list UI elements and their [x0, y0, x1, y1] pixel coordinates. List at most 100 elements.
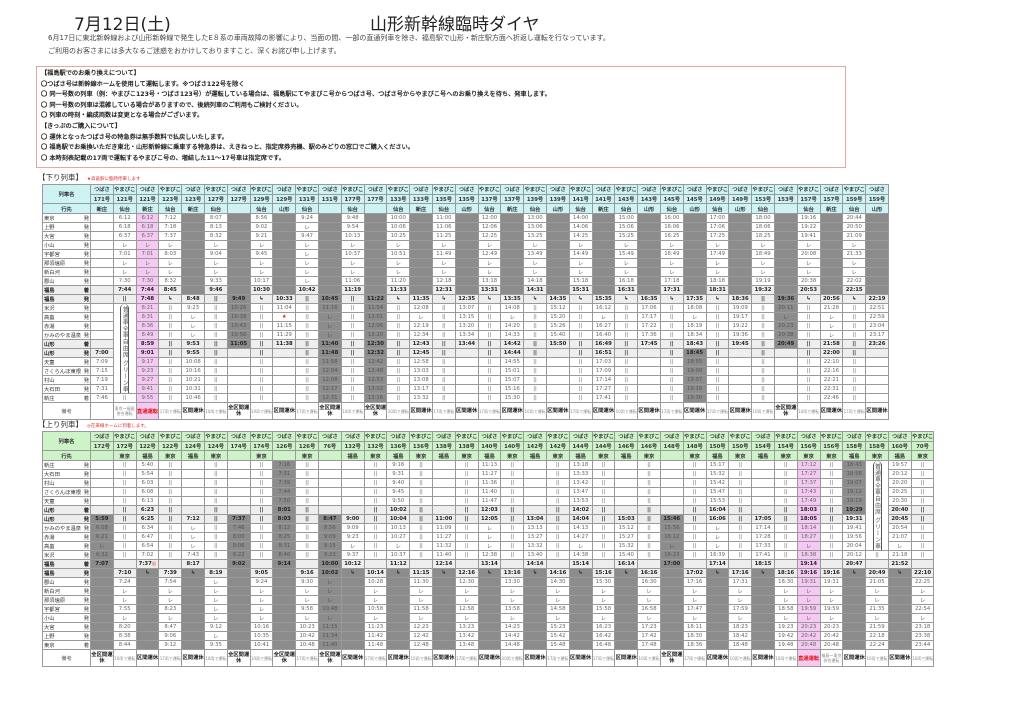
- time-cell: 15:30: [500, 393, 525, 404]
- time-cell: [409, 258, 433, 269]
- remark-cell: 10両で運転: [865, 649, 889, 668]
- station-row: 福島着 7:07 7:37◎ 8:17 9:02 9:14 10:00 10:12 11:12 1…: [42, 559, 935, 570]
- time-cell: [272, 595, 297, 606]
- time-cell: レ: [659, 258, 684, 269]
- station-name-wrap: 郡山発: [44, 278, 89, 285]
- time-cell: [90, 258, 114, 269]
- time-cell: 20:49: [865, 568, 889, 579]
- time-cell: レ: [340, 541, 365, 552]
- time-cell: レ: [796, 267, 821, 278]
- time-cell: [340, 496, 365, 507]
- time-cell: ||: [705, 393, 730, 404]
- time-cell: レ: [659, 267, 684, 278]
- station-label: 高畠: [44, 315, 55, 322]
- time-cell: ↳: [431, 568, 456, 579]
- train-type: やまびこ: [705, 184, 730, 195]
- time-cell: 8:45: [158, 285, 183, 296]
- time-cell: ||: [340, 321, 365, 332]
- time-cell: 17:31: [728, 577, 753, 588]
- time-cell: ||: [112, 532, 137, 543]
- time-cell: ||: [842, 321, 867, 332]
- time-cell: ||: [614, 393, 639, 404]
- remark-cell: 区間運休: [865, 402, 889, 421]
- station-label: 東京: [44, 216, 55, 223]
- time-cell: [500, 249, 525, 260]
- time-cell: 22:16: [819, 366, 844, 377]
- time-cell: レ: [249, 604, 274, 615]
- station-label: 天童: [44, 499, 55, 506]
- time-cell: 10:48: [317, 604, 342, 615]
- station-label: 那須塩原: [44, 598, 66, 605]
- time-cell: [682, 240, 707, 251]
- time-cell: ||: [203, 460, 228, 471]
- time-cell: 7:30: [135, 276, 160, 287]
- down-section-label: 【下り列車】 ★高畠駅に臨時停車します: [38, 174, 141, 184]
- arrive-depart-label: 着: [83, 342, 89, 349]
- time-cell: ||: [249, 505, 274, 516]
- time-cell: [773, 393, 798, 404]
- time-cell: ||: [637, 541, 661, 552]
- remark-cell: 区間運休: [819, 402, 844, 421]
- time-cell: レ: [409, 613, 433, 624]
- time-cell: [181, 231, 205, 242]
- time-cell: ||: [500, 478, 525, 489]
- time-cell: [887, 631, 912, 642]
- station-row: かみのやま温泉発 6:08 || 6:34 || レ || 7:46 || 8:12 || 8:56 9…: [42, 523, 935, 534]
- time-cell: ||: [203, 541, 228, 552]
- time-cell: 19:36: [773, 294, 798, 305]
- train-type: やまびこ: [409, 431, 433, 442]
- train-number: 126号: [295, 440, 319, 452]
- time-cell: [659, 505, 684, 516]
- time-cell: レ: [203, 240, 228, 251]
- time-cell: [226, 267, 251, 278]
- time-cell: [272, 613, 297, 624]
- time-cell: ||: [568, 339, 593, 350]
- arrive-depart-label: 発: [83, 472, 89, 479]
- time-cell: レ: [523, 258, 547, 269]
- time-cell: ||: [910, 532, 935, 543]
- station-label: 小山: [44, 616, 55, 623]
- time-cell: 13:35: [500, 294, 525, 305]
- time-cell: 15:14: [568, 559, 593, 570]
- time-cell: 16:04: [705, 505, 730, 516]
- time-cell: 12:58: [454, 604, 479, 615]
- train-destination: 新庄: [819, 203, 844, 215]
- remark-cell: 全区間運休: [226, 649, 251, 668]
- time-cell: [773, 375, 798, 386]
- arrive-depart-label: 発: [83, 378, 89, 385]
- time-cell: レ: [500, 595, 525, 606]
- train-type: つばさ: [751, 431, 775, 442]
- train-destination: 東京: [158, 450, 183, 462]
- time-cell: 15:47: [705, 487, 730, 498]
- time-cell: ||: [431, 348, 456, 359]
- arrive-depart-label: 発: [83, 387, 89, 394]
- time-cell: 10:58: [363, 604, 388, 615]
- station-name-wrap: 山形発: [44, 350, 89, 357]
- time-cell: ||: [431, 384, 456, 395]
- time-cell: レ: [295, 249, 319, 260]
- time-cell: [135, 622, 160, 633]
- time-cell: ||: [340, 339, 365, 350]
- train-destination: 東京: [910, 450, 935, 462]
- time-cell: ||: [386, 303, 411, 314]
- time-cell: 12:16: [454, 568, 479, 579]
- time-cell: [591, 276, 616, 287]
- time-cell: [682, 231, 707, 242]
- time-cell: 19:16: [682, 384, 707, 395]
- train-type: やまびこ: [545, 431, 570, 442]
- time-cell: [431, 604, 456, 615]
- station-label: 大石田: [44, 387, 60, 394]
- time-cell: [887, 613, 912, 624]
- time-cell: [409, 222, 433, 233]
- time-cell: ||: [295, 496, 319, 507]
- time-cell: [272, 631, 297, 642]
- train-destination: 東京: [500, 450, 525, 462]
- arrive-depart-label: 着: [83, 508, 89, 515]
- time-cell: 14:25: [568, 231, 593, 242]
- time-cell: 9:16: [386, 460, 411, 471]
- station-row: 村山発 7:19 9:27 || 10:21 || || || 12:08 || 12:53 || 13…: [42, 375, 889, 386]
- arrive-depart-label: 発: [83, 589, 89, 596]
- time-cell: 12:32: [363, 348, 388, 359]
- time-cell: 8:03: [158, 249, 183, 260]
- time-cell: [614, 496, 639, 507]
